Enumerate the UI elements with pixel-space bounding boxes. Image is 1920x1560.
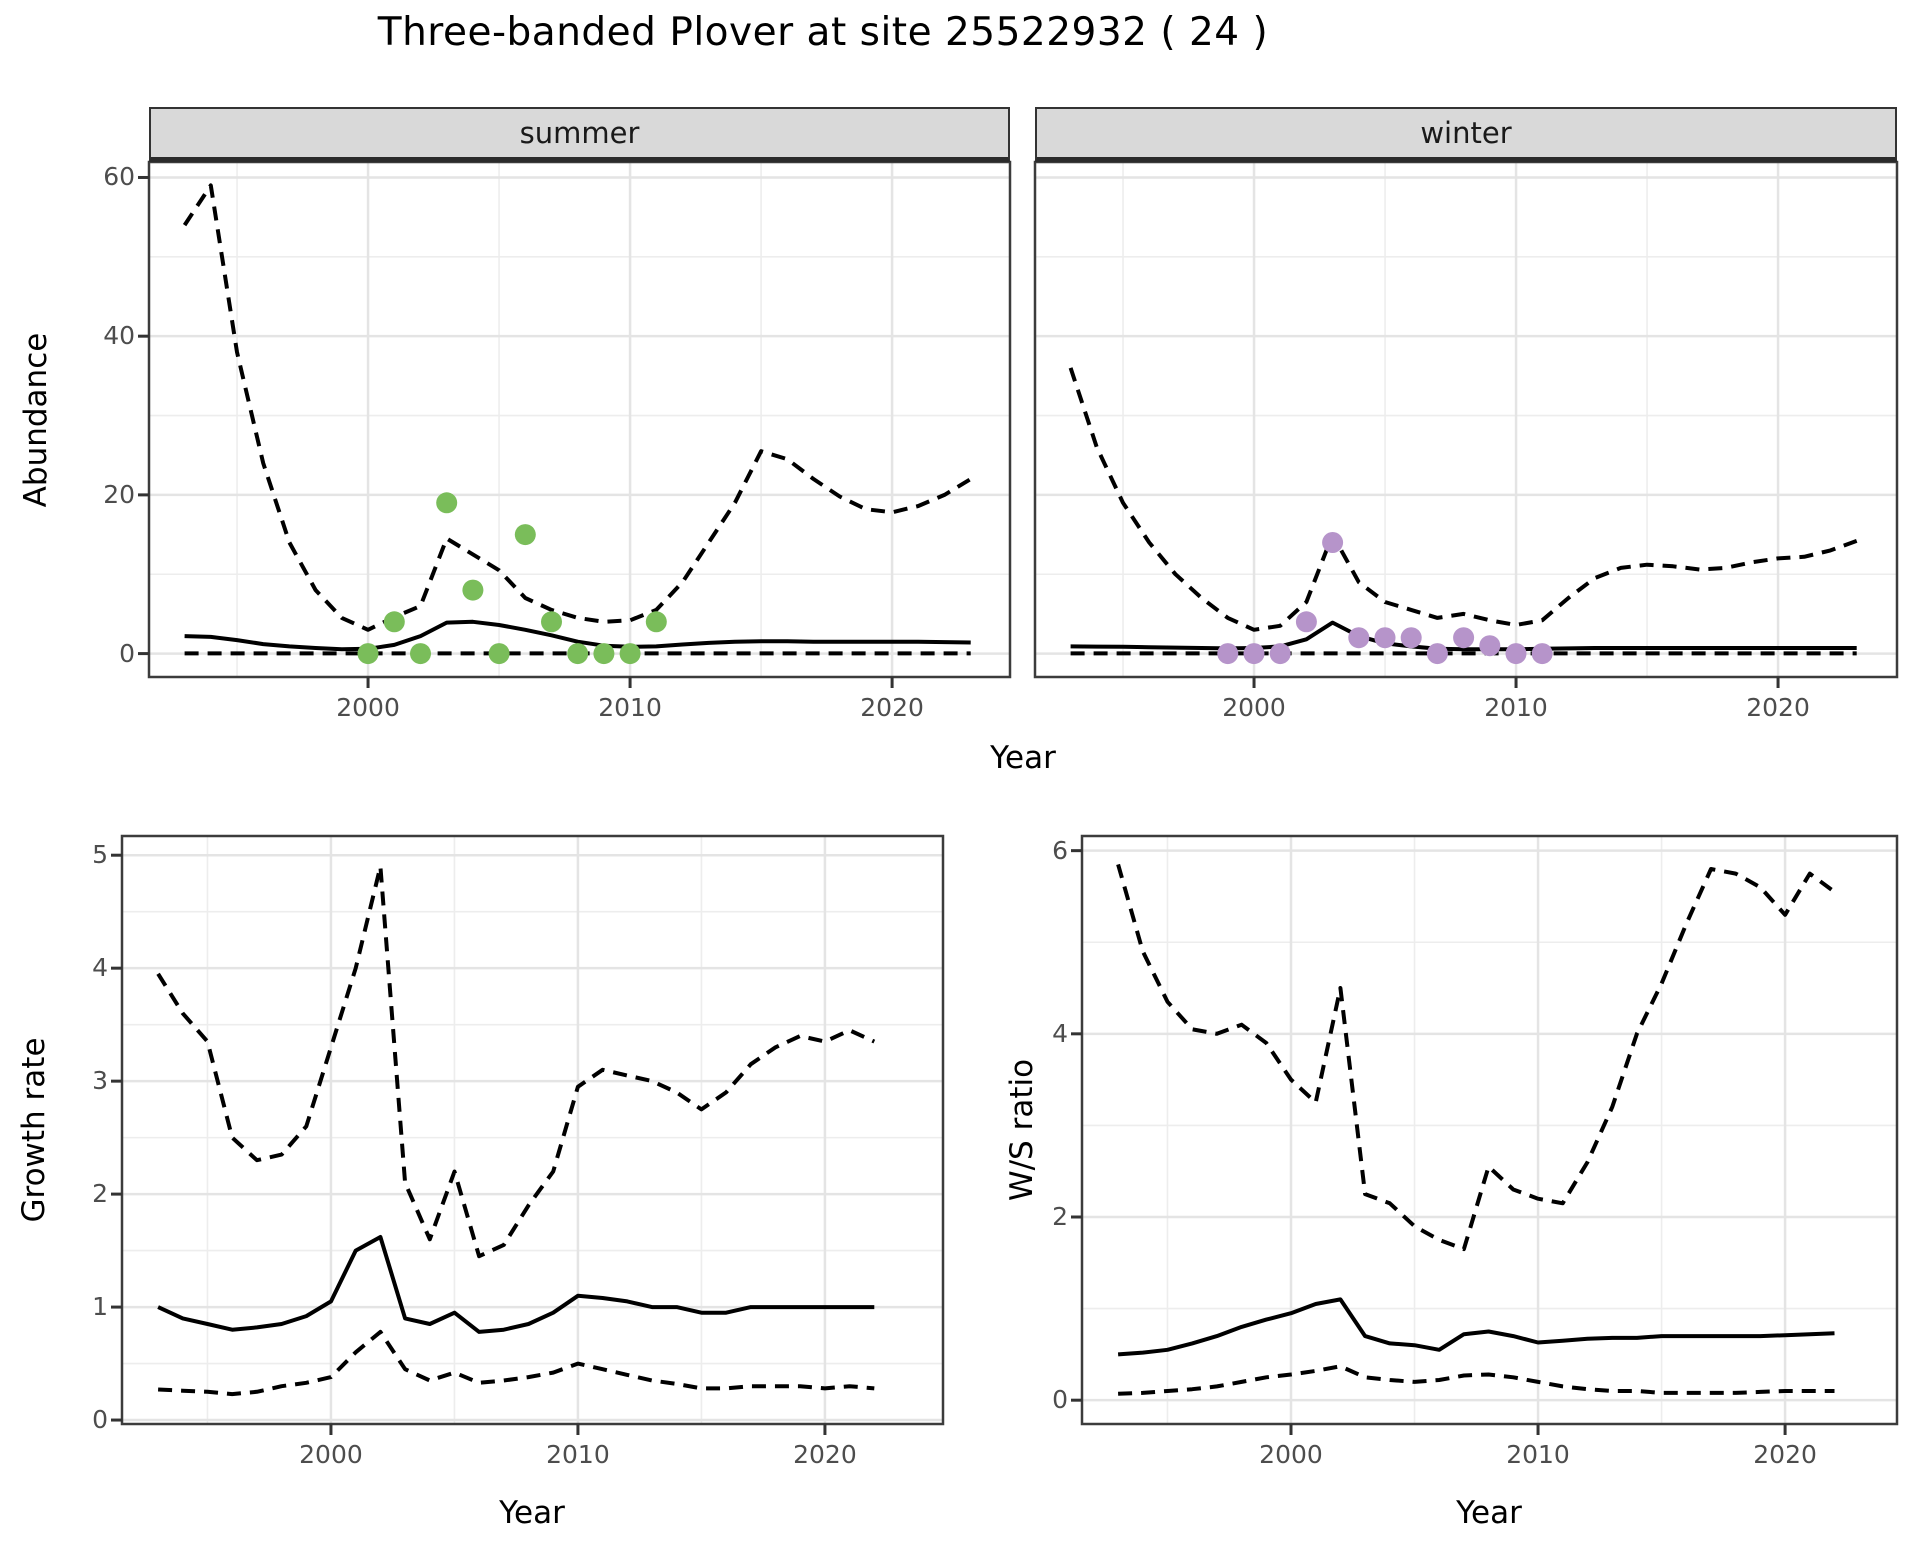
observation-point bbox=[410, 643, 431, 665]
y-axis-title-ws-ratio: W/S ratio bbox=[1004, 1058, 1040, 1202]
series-mean bbox=[1070, 620, 1857, 652]
series-upper_ci bbox=[1116, 863, 1836, 1252]
y-tick-label: 2 bbox=[92, 1179, 108, 1209]
observation-point bbox=[1348, 627, 1370, 649]
y-tick-label: 0 bbox=[119, 638, 135, 668]
observation-point bbox=[1243, 643, 1265, 665]
observation-point bbox=[1505, 643, 1527, 665]
x-tick-label: 2010 bbox=[598, 693, 662, 722]
y-tick-label: 40 bbox=[103, 321, 135, 351]
panel-border bbox=[147, 160, 1012, 679]
y-tick-label: 3 bbox=[92, 1066, 108, 1096]
facet-strip-summer: summer bbox=[149, 107, 1010, 162]
panel-background bbox=[149, 162, 1010, 677]
observation-point bbox=[593, 643, 615, 665]
observation-point bbox=[1531, 643, 1553, 665]
x-tick-label: 2000 bbox=[1222, 693, 1286, 722]
observation-point bbox=[514, 524, 536, 546]
panel-border bbox=[120, 834, 945, 1426]
panel-border bbox=[1080, 834, 1899, 1426]
observation-point bbox=[383, 611, 405, 633]
observation-point bbox=[567, 643, 589, 665]
panel-background bbox=[1035, 162, 1897, 677]
y-tick-label: 5 bbox=[92, 840, 108, 870]
x-tick-label: 2000 bbox=[1259, 1440, 1323, 1469]
series-mean bbox=[1117, 1297, 1835, 1357]
observation-point bbox=[436, 492, 458, 514]
facet-strip-winter-label: winter bbox=[1420, 116, 1512, 150]
x-tick-label: 2000 bbox=[299, 1440, 363, 1469]
y-tick-label: 20 bbox=[103, 479, 135, 509]
y-tick-label: 0 bbox=[92, 1405, 108, 1435]
series-mean bbox=[184, 619, 971, 652]
observation-point bbox=[1269, 643, 1291, 665]
y-tick-label: 2 bbox=[1052, 1202, 1068, 1231]
observation-point bbox=[357, 643, 379, 665]
observation-point bbox=[1453, 627, 1475, 649]
series-upper_ci bbox=[156, 864, 876, 1259]
x-axis-title-year-bottom-right: Year bbox=[1456, 1495, 1522, 1531]
observation-point bbox=[488, 643, 510, 665]
panel-border bbox=[1033, 160, 1899, 679]
x-axis-title-year-top: Year bbox=[990, 740, 1056, 776]
x-tick-label: 2010 bbox=[546, 1440, 610, 1469]
panel-background bbox=[1082, 836, 1897, 1424]
y-tick-label: 4 bbox=[1052, 1018, 1068, 1048]
y-tick-label: 1 bbox=[92, 1292, 108, 1322]
x-tick-label: 2020 bbox=[1753, 1440, 1817, 1469]
panel-background bbox=[122, 836, 943, 1424]
facet-strip-summer-label: summer bbox=[519, 116, 640, 150]
series-upper_ci bbox=[1068, 367, 1858, 632]
x-tick-label: 2010 bbox=[1506, 1440, 1570, 1469]
x-tick-label: 2020 bbox=[793, 1440, 857, 1469]
chart-title: Three-banded Plover at site 25522932 ( 2… bbox=[377, 10, 1269, 55]
observation-point bbox=[1400, 627, 1422, 649]
y-tick-label: 6 bbox=[1052, 835, 1068, 865]
y-tick-label: 60 bbox=[103, 162, 135, 192]
facet-strip-winter: winter bbox=[1035, 107, 1897, 162]
observation-point bbox=[1374, 627, 1396, 649]
series-lower_ci bbox=[158, 1329, 875, 1397]
series-lower_ci bbox=[1118, 1364, 1835, 1396]
observation-point bbox=[1217, 643, 1239, 665]
observation-point bbox=[1295, 611, 1317, 633]
observation-point bbox=[1322, 532, 1344, 553]
observation-point bbox=[619, 643, 641, 665]
x-axis-title-year-bottom-left: Year bbox=[499, 1495, 565, 1531]
y-tick-label: 0 bbox=[1052, 1385, 1068, 1415]
x-tick-label: 2000 bbox=[336, 693, 400, 722]
x-tick-label: 2010 bbox=[1484, 693, 1548, 722]
observation-point bbox=[1479, 635, 1501, 657]
series-mean bbox=[157, 1235, 875, 1334]
observation-point bbox=[645, 611, 667, 633]
series-upper_ci bbox=[182, 183, 972, 632]
observation-point bbox=[541, 611, 562, 633]
x-tick-label: 2020 bbox=[860, 693, 924, 722]
x-tick-label: 2020 bbox=[1746, 693, 1810, 722]
y-tick-label: 4 bbox=[92, 953, 108, 983]
observation-point bbox=[1426, 643, 1448, 665]
observation-point bbox=[462, 579, 484, 601]
